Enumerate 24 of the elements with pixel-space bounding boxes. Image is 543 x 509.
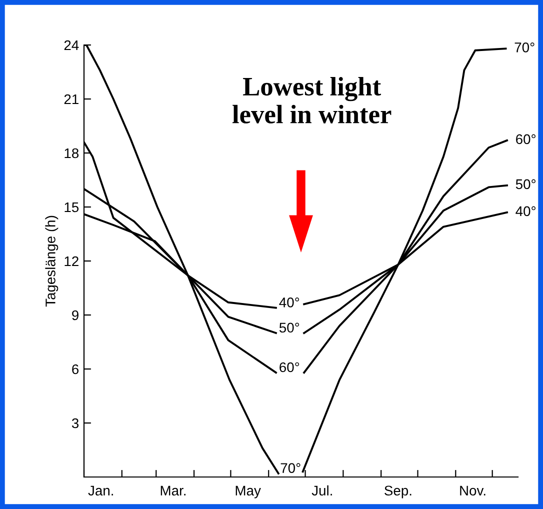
text: 50° xyxy=(516,179,536,190)
x-tick-label: Nov. xyxy=(460,486,486,496)
series-label: 60° xyxy=(280,362,300,372)
text: 40° xyxy=(516,206,536,216)
y-tick-label: 18 xyxy=(64,148,79,158)
x-tick-label: Jan. xyxy=(88,486,113,496)
y-tick-label: 15 xyxy=(64,202,79,212)
x-tick-label: Mar. xyxy=(160,486,186,496)
y-axis-title: Tageslänge (h) xyxy=(45,216,58,307)
y-tick-label: 3 xyxy=(72,418,79,428)
y-tick-label: 21 xyxy=(64,94,78,104)
x-tick-label: May xyxy=(236,486,261,498)
series-label: 50° xyxy=(279,322,300,333)
text: 70° xyxy=(514,42,534,52)
y-tick-label: 9 xyxy=(72,310,78,320)
y-tick-label: 12 xyxy=(64,256,78,266)
annotation: Lowest light level in winter xyxy=(232,77,392,124)
text: 60° xyxy=(516,134,536,144)
y-tick-label: 6 xyxy=(72,364,79,374)
y-tick-label: 24 xyxy=(64,40,79,50)
series-label: 40° xyxy=(279,298,300,308)
series-label: 70° xyxy=(280,463,300,473)
x-tick-label: Jul. xyxy=(312,485,332,496)
x-tick-label: Sep. xyxy=(384,486,412,498)
